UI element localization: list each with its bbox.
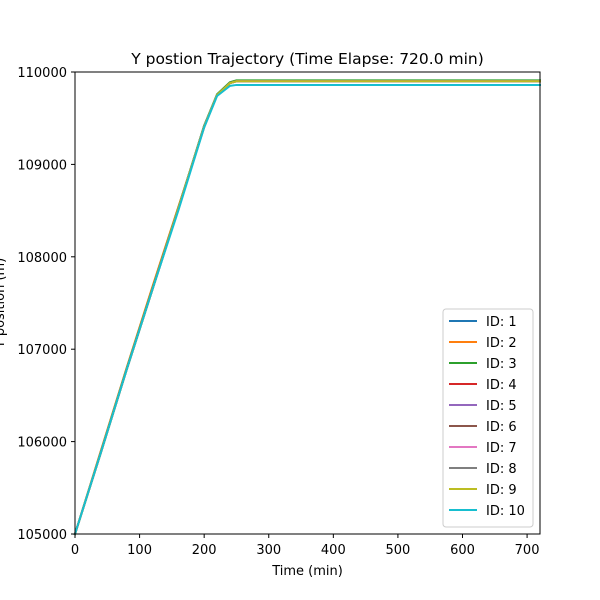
x-tick-label: 600 <box>450 543 475 558</box>
legend-label-9: ID: 9 <box>486 483 517 498</box>
x-axis-label: Time (min) <box>271 564 343 579</box>
plot-frame <box>74 71 541 535</box>
series-layer <box>73 79 541 536</box>
series-line-10 <box>73 83 541 536</box>
x-axis: 0 100 200 300 400 500 600 700 <box>71 534 540 558</box>
y-axis-label: Y position (m) <box>0 258 8 350</box>
legend-label-3: ID: 3 <box>486 357 517 372</box>
x-tick-label: 400 <box>321 543 346 558</box>
y-tick-label: 106000 <box>17 436 67 451</box>
y-axis: 105000 106000 107000 108000 109000 110000 <box>17 66 75 543</box>
y-tick-label: 105000 <box>17 528 67 543</box>
legend-label-1: ID: 1 <box>486 315 517 330</box>
legend-label-5: ID: 5 <box>486 399 517 414</box>
legend-label-8: ID: 8 <box>486 462 517 477</box>
x-tick-label: 0 <box>71 543 79 558</box>
legend-label-7: ID: 7 <box>486 441 517 456</box>
legend: ID: 1 ID: 2 ID: 3 ID: 4 ID: 5 ID: 6 ID: 7 ID: 8… <box>442 308 534 528</box>
x-tick-label: 500 <box>386 543 411 558</box>
y-tick-label: 107000 <box>17 343 67 358</box>
legend-label-2: ID: 2 <box>486 336 517 351</box>
chart-title: Y postion Trajectory (Time Elapse: 720.0… <box>130 50 484 68</box>
y-tick-label: 108000 <box>17 251 67 266</box>
x-tick-label: 700 <box>515 543 540 558</box>
y-tick-label: 109000 <box>17 158 67 173</box>
x-tick-label: 200 <box>192 543 217 558</box>
legend-label-10: ID: 10 <box>486 504 525 519</box>
x-tick-label: 300 <box>256 543 281 558</box>
x-tick-label: 100 <box>127 543 152 558</box>
legend-label-4: ID: 4 <box>486 378 517 393</box>
y-tick-label: 110000 <box>17 66 67 81</box>
legend-label-6: ID: 6 <box>486 420 517 435</box>
